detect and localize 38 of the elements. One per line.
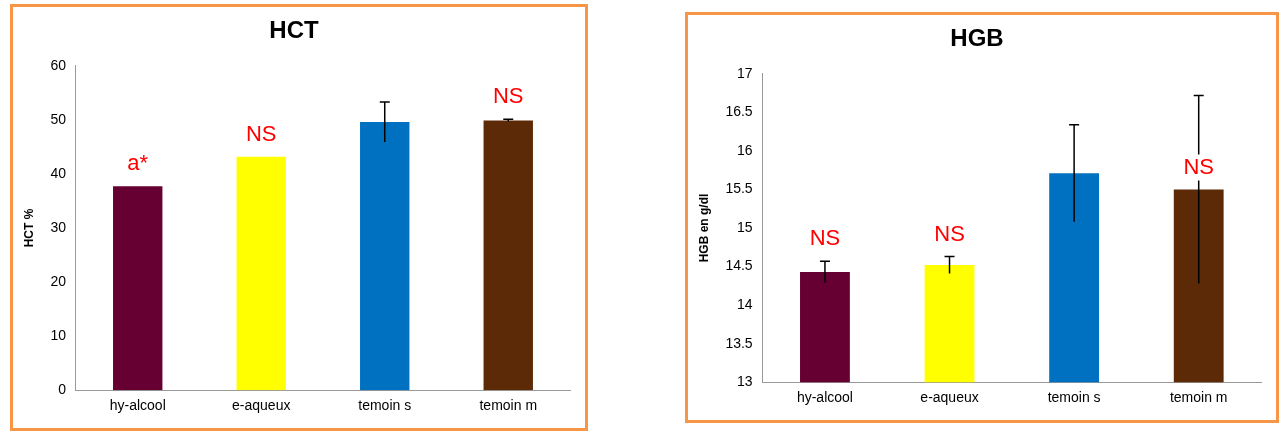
x-tick-label: hy-alcool	[109, 397, 166, 414]
chart-title: HGB	[950, 24, 1004, 52]
x-tick-label: temoin s	[1047, 389, 1101, 406]
annotation: NS	[1183, 153, 1214, 179]
y-tick-label: 14.5	[725, 257, 753, 274]
chart-title: HCT	[269, 16, 319, 44]
bar	[236, 156, 286, 391]
y-tick-label: 15.5	[725, 180, 753, 197]
y-tick-label: 16.5	[725, 103, 753, 120]
y-axis-title: HCT %	[21, 208, 36, 248]
y-tick-label: 30	[50, 218, 67, 235]
x-tick-label: temoin m	[1169, 389, 1228, 406]
bar	[483, 120, 533, 391]
annotation: a*	[127, 150, 149, 176]
y-tick-label: 13	[737, 373, 753, 390]
bar	[113, 186, 163, 391]
y-tick-label: 15	[737, 218, 753, 235]
y-axis-title: HGB en g/dl	[696, 193, 711, 263]
y-tick-label: 0	[58, 381, 67, 398]
annotation: NS	[934, 220, 965, 246]
x-tick-label: e-aqueux	[920, 389, 979, 406]
y-tick-label: 13.5	[725, 334, 753, 351]
y-tick-label: 17	[737, 64, 753, 81]
x-tick-label: temoin m	[479, 397, 538, 414]
x-tick-label: temoin s	[358, 397, 412, 414]
annotation: NS	[492, 83, 524, 109]
y-tick-label: 20	[50, 272, 67, 289]
y-tick-label: 40	[50, 164, 67, 181]
y-tick-label: 14	[737, 295, 753, 312]
y-tick-label: 50	[50, 110, 67, 127]
bar	[360, 122, 410, 391]
y-tick-label: 16	[737, 141, 753, 158]
annotation: NS	[245, 120, 277, 146]
y-tick-label: 10	[50, 326, 67, 343]
y-tick-label: 60	[50, 56, 67, 73]
annotation: NS	[809, 225, 841, 251]
x-tick-label: hy-alcool	[796, 389, 853, 406]
x-tick-label: e-aqueux	[232, 397, 291, 414]
